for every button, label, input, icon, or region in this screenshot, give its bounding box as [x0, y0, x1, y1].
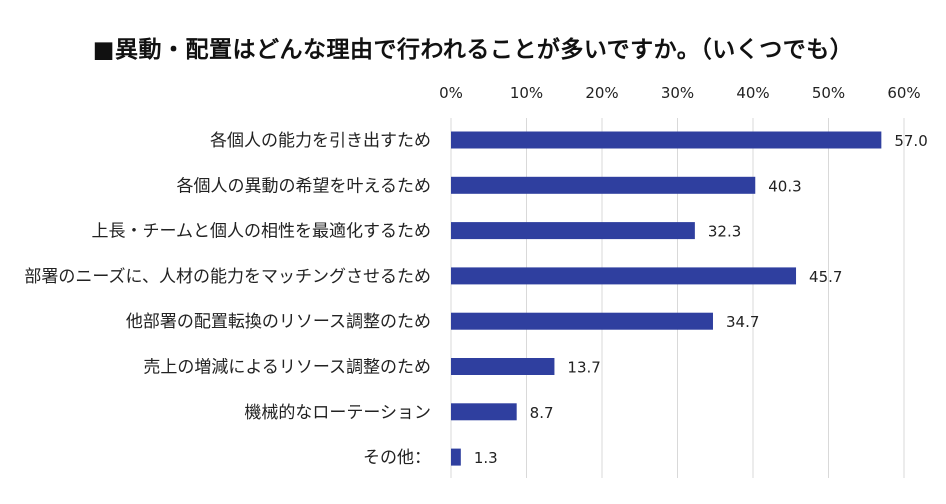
x-tick-label: 30% — [661, 84, 694, 102]
category-label: 各個人の能力を引き出すため — [210, 131, 431, 151]
data-label: 40.3 — [768, 177, 801, 195]
x-tick-label: 0% — [439, 84, 463, 102]
category-label: 部署のニーズに、人材の能力をマッチングさせるため — [24, 267, 431, 287]
category-label: その他： — [363, 448, 431, 468]
bar — [451, 312, 713, 330]
x-tick-label: 60% — [887, 84, 920, 102]
category-label: 他部署の配置転換のリソース調整のため — [126, 312, 431, 332]
data-label: 45.7 — [809, 268, 842, 286]
data-label: 34.7 — [726, 313, 759, 331]
x-tick-label: 50% — [812, 84, 845, 102]
data-label: 57.0 — [894, 132, 927, 150]
x-tick-label: 40% — [736, 84, 769, 102]
chart-title: ■異動・配置はどんな理由で行われることが多いですか。（いくつでも） — [92, 37, 854, 63]
bar — [451, 222, 695, 240]
data-label: 32.3 — [708, 223, 741, 241]
bar — [451, 176, 756, 194]
data-label: 1.3 — [474, 449, 498, 467]
category-labels: 各個人の能力を引き出すため各個人の異動の希望を叶えるため上長・チームと個人の相性… — [24, 131, 431, 468]
bar — [451, 403, 517, 421]
gridlines — [450, 118, 905, 478]
bar — [451, 358, 555, 375]
category-label: 各個人の異動の希望を叶えるため — [177, 176, 432, 196]
category-label: 上長・チームと個人の相性を最適化するため — [92, 222, 432, 242]
bars — [451, 131, 882, 466]
bar — [451, 267, 797, 285]
x-tick-label: 20% — [585, 84, 618, 102]
bar — [451, 448, 461, 466]
bar — [451, 131, 882, 149]
data-label: 8.7 — [530, 404, 554, 422]
category-label: 機械的なローテーション — [244, 403, 431, 423]
data-labels: 57.0 40.3 32.3 45.7 34.7 13.7 8.7 1.3 — [474, 132, 928, 467]
x-axis-ticks: 0% 10% 20% 30% 40% 50% 60% — [439, 84, 921, 102]
x-tick-label: 10% — [510, 84, 543, 102]
category-label: 売上の増減によるリソース調整のため — [143, 358, 431, 378]
data-label: 13.7 — [567, 359, 600, 377]
